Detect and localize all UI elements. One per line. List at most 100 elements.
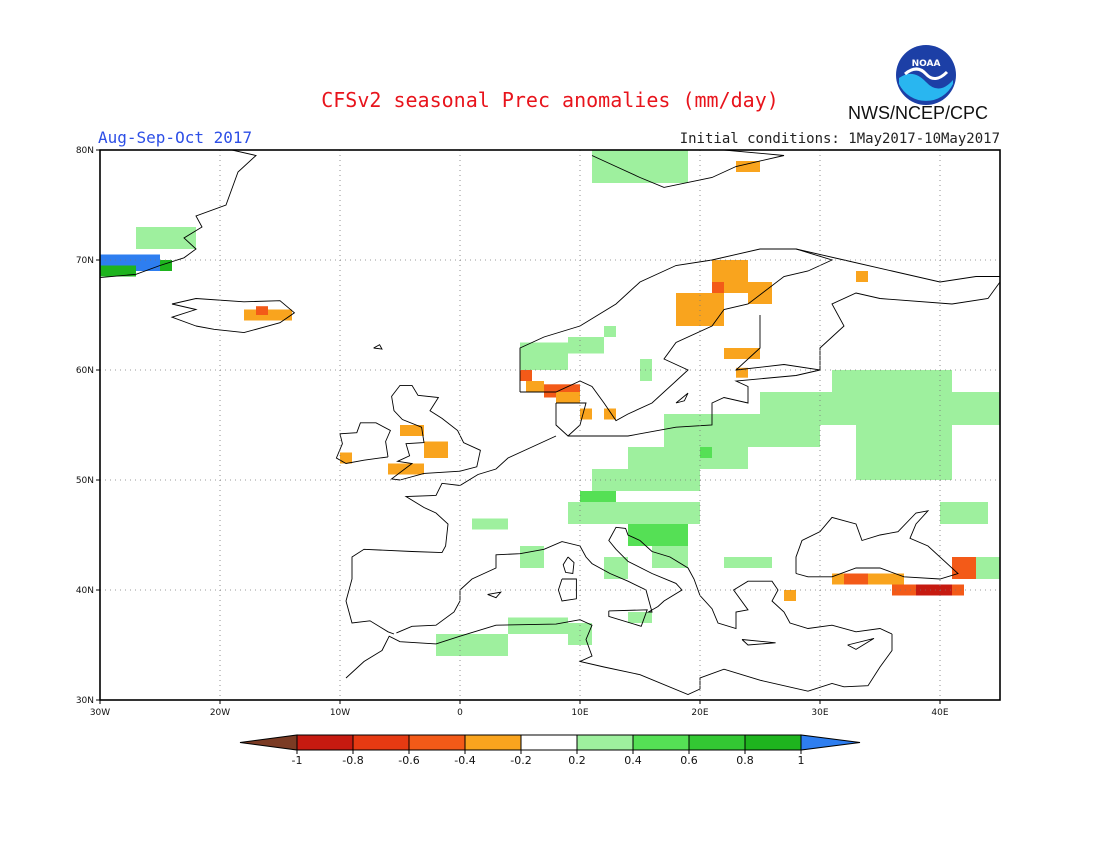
coastline: [795, 510, 959, 580]
anomaly-patch: [436, 634, 508, 656]
anomaly-patch: [856, 271, 868, 282]
colorbar: -1 -0.8 -0.6 -0.4 -0.2 0.2 0.4 0.6 0.8 1: [239, 734, 861, 767]
anomaly-patch: [568, 502, 700, 524]
lat-tick-label: 80N: [76, 146, 94, 156]
axis-ticks: 80N 70N 60N 50N 40N 30N 30W 20W 10W 0 10E 20E 30E 40E: [76, 146, 949, 718]
anomaly-patch: [832, 370, 952, 392]
anomaly-patch: [628, 447, 748, 469]
anomaly-patch: [760, 392, 1000, 425]
anomaly-patch: [520, 342, 568, 370]
coastline: [519, 248, 834, 422]
coastline: [847, 637, 875, 650]
anomaly-patch: [736, 367, 748, 378]
anomaly-patch: [952, 557, 976, 579]
colorbar-label: 0.6: [680, 754, 698, 767]
colorbar-swatch: [576, 734, 634, 751]
anomaly-patch: [856, 425, 952, 480]
anomaly-patch: [472, 518, 508, 530]
coastline: [562, 556, 575, 575]
lat-tick-label: 40N: [76, 586, 94, 596]
colorbar-swatch: [632, 734, 690, 751]
anomaly-patch: [580, 408, 592, 420]
coastline: [608, 609, 648, 627]
coastline: [557, 578, 577, 602]
anomaly-patch: [604, 408, 616, 420]
coastline: [100, 150, 257, 279]
anomaly-patch: [160, 260, 172, 271]
anomaly-patches: [100, 150, 1000, 656]
colorbar-label: -0.2: [510, 754, 531, 767]
coastline: [1084, 189, 1100, 250]
lat-tick-label: 50N: [76, 476, 94, 486]
lon-tick-label: 30W: [90, 708, 110, 718]
anomaly-patch: [340, 452, 352, 464]
lon-tick-label: 40E: [931, 708, 948, 718]
coastline: [568, 369, 821, 437]
anomaly-patch: [520, 546, 544, 568]
coastline: [345, 435, 557, 635]
colorbar-swatch: [744, 734, 802, 751]
anomaly-patch: [940, 502, 988, 524]
map-frame: [99, 149, 1001, 701]
anomaly-patch: [592, 150, 688, 183]
anomaly-patch: [724, 557, 772, 568]
graticule: [100, 150, 1000, 700]
map-title: CFSv2 seasonal Prec anomalies (mm/day): [321, 88, 779, 112]
lon-tick-label: 30E: [811, 708, 828, 718]
anomaly-patch: [256, 306, 268, 315]
anomaly-patch: [604, 326, 616, 337]
anomaly-patch: [508, 617, 568, 634]
coastline: [675, 392, 689, 404]
colorbar-label: -0.6: [398, 754, 419, 767]
colorbar-label: 0.4: [624, 754, 642, 767]
lat-tick-label: 30N: [76, 696, 94, 706]
anomaly-patch: [844, 573, 868, 585]
colorbar-swatch: [688, 734, 746, 751]
anomaly-patch: [100, 265, 136, 277]
anomaly-patch: [676, 293, 724, 326]
coastline: [170, 298, 296, 334]
colorbar-swatch: [352, 734, 410, 751]
coastline: [390, 384, 481, 481]
anomaly-patch: [388, 463, 424, 475]
colorbar-label: -1: [292, 754, 303, 767]
anomaly-patch: [748, 282, 772, 304]
coastline: [335, 422, 391, 464]
coastline: [345, 619, 893, 695]
lon-tick-label: 10E: [571, 708, 588, 718]
noaa-logo-icon: NOAA: [896, 45, 956, 105]
lon-tick-label: 0: [457, 708, 463, 718]
colorbar-label: -0.8: [342, 754, 363, 767]
colorbar-label: -0.4: [454, 754, 475, 767]
colorbar-swatch: [800, 734, 861, 751]
agency-label: NWS/NCEP/CPC: [848, 103, 989, 123]
anomaly-patch: [424, 441, 448, 458]
colorbar-swatch: [520, 734, 578, 751]
anomaly-patch: [700, 447, 712, 458]
anomaly-patch: [526, 381, 544, 392]
coastline: [741, 639, 776, 646]
anomaly-patch: [712, 282, 724, 293]
anomaly-patch: [628, 524, 688, 546]
anomaly-patch: [568, 337, 604, 354]
coastline: [795, 248, 1000, 283]
colorbar-swatch: [239, 734, 298, 751]
anomaly-patch: [628, 612, 652, 623]
colorbar-label: 0.2: [568, 754, 586, 767]
coastline: [999, 562, 1000, 563]
coastline: [487, 591, 502, 599]
lon-tick-label: 20W: [210, 708, 230, 718]
coastline: [373, 344, 383, 350]
forecast-period: Aug-Sep-Oct 2017: [98, 128, 253, 147]
lat-tick-label: 60N: [76, 366, 94, 376]
lon-tick-label: 10W: [330, 708, 350, 718]
initial-conditions: Initial conditions: 1May2017-10May2017: [679, 131, 1000, 147]
colorbar-swatch: [408, 734, 466, 751]
lon-tick-label: 20E: [691, 708, 708, 718]
anomaly-patch: [556, 392, 580, 403]
anomaly-patch: [784, 590, 796, 601]
lat-tick-label: 70N: [76, 256, 94, 266]
coastline: [555, 402, 587, 437]
coastline: [734, 281, 1000, 371]
